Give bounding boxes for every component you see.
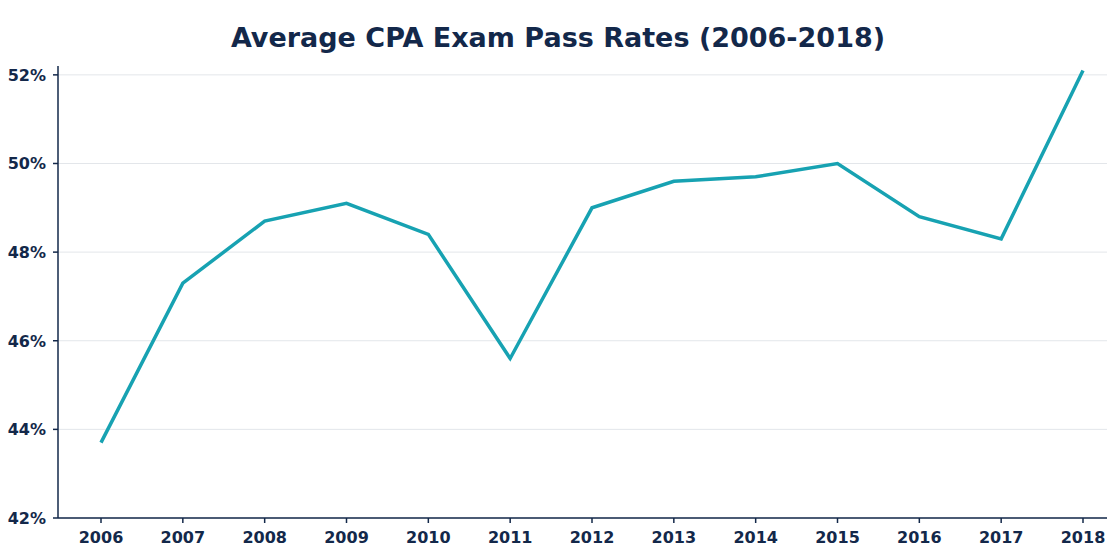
x-tick-label: 2017 [979,528,1024,547]
x-tick [591,518,593,523]
x-tick-label: 2008 [242,528,287,547]
y-tick-label: 44% [8,420,46,439]
x-tick [1082,518,1084,523]
x-tick-label: 2010 [406,528,451,547]
x-tick-label: 2014 [733,528,778,547]
chart: Average CPA Exam Pass Rates (2006-2018) 4… [0,0,1117,551]
x-tick [264,518,266,523]
y-tick-label: 52% [8,66,46,85]
grid-line [58,429,1107,430]
pass-rate-line [101,70,1083,442]
y-tick-label: 42% [8,509,46,528]
y-tick-label: 48% [8,243,46,262]
x-tick [755,518,757,523]
grid-line [58,340,1107,341]
grid-line [58,74,1107,75]
x-tick-label: 2016 [897,528,942,547]
grid-line [58,163,1107,164]
title: Average CPA Exam Pass Rates (2006-2018) [231,22,885,53]
x-tick-label: 2013 [652,528,697,547]
y-tick-label: 46% [8,332,46,351]
x-tick [919,518,921,523]
x-tick-label: 2006 [79,528,124,547]
x-tick [100,518,102,523]
x-tick [1000,518,1002,523]
x-tick-label: 2012 [570,528,615,547]
x-tick [509,518,511,523]
grid-line [58,518,1107,519]
x-tick-label: 2015 [815,528,860,547]
plot-area [101,70,1083,442]
y-axis [57,66,59,518]
grid-line [58,252,1107,253]
x-tick [428,518,430,523]
x-tick-label: 2007 [161,528,206,547]
x-tick [673,518,675,523]
x-tick [837,518,839,523]
x-tick-label: 2018 [1061,528,1106,547]
x-tick-label: 2011 [488,528,533,547]
x-tick [346,518,348,523]
x-axis [58,517,1107,519]
x-tick-label: 2009 [324,528,369,547]
x-tick [182,518,184,523]
y-tick-label: 50% [8,154,46,173]
